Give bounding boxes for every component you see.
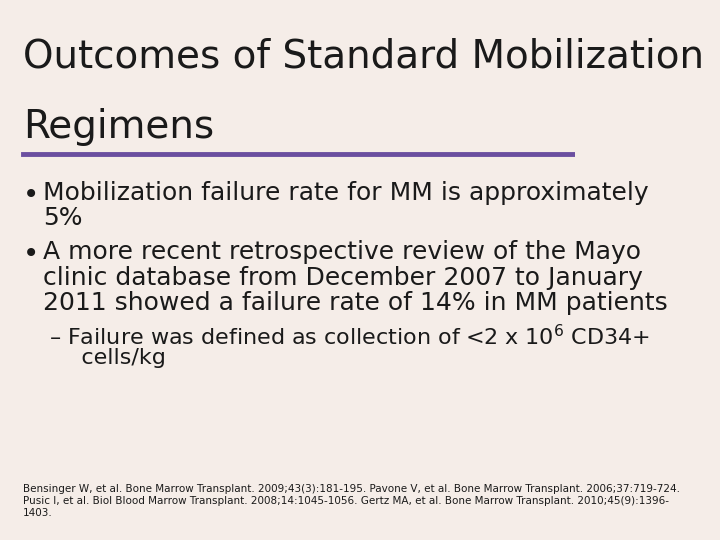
Text: 5%: 5%	[43, 206, 83, 230]
Text: •: •	[23, 181, 39, 209]
Text: 2011 showed a failure rate of 14% in MM patients: 2011 showed a failure rate of 14% in MM …	[43, 291, 668, 315]
Text: cells/kg: cells/kg	[60, 348, 166, 368]
Text: Mobilization failure rate for MM is approximately: Mobilization failure rate for MM is appr…	[43, 181, 649, 205]
Text: Outcomes of Standard Mobilization: Outcomes of Standard Mobilization	[23, 38, 704, 76]
Text: A more recent retrospective review of the Mayo: A more recent retrospective review of th…	[43, 240, 641, 264]
Text: Regimens: Regimens	[23, 108, 214, 146]
Text: Bensinger W, et al. Bone Marrow Transplant. 2009;43(3):181-195. Pavone V, et al.: Bensinger W, et al. Bone Marrow Transpla…	[23, 484, 680, 518]
Text: •: •	[23, 240, 39, 268]
Text: clinic database from December 2007 to January: clinic database from December 2007 to Ja…	[43, 266, 643, 289]
Text: – Failure was defined as collection of <2 x 10$^{6}$ CD34+: – Failure was defined as collection of <…	[49, 324, 650, 349]
